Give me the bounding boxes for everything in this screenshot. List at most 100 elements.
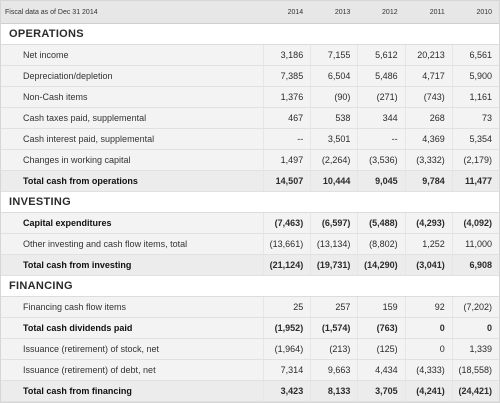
table-row: Changes in working capital 1,497 (2,264) (3…: [1, 150, 499, 171]
total-row: Total cash from financing 3,423 8,133 3,705…: [1, 381, 499, 402]
value-cell: 1,497: [263, 150, 310, 170]
value-cell: 92: [404, 297, 452, 317]
fiscal-date-label: Fiscal data as of Dec 31 2014: [5, 8, 98, 16]
value-cell: 14,507: [263, 171, 310, 191]
row-label: Net income: [23, 50, 69, 60]
value-cell: (271): [357, 87, 404, 107]
value-cell: 538: [310, 108, 357, 128]
row-label: Depreciation/depletion: [23, 71, 113, 81]
value-cell: (3,536): [357, 150, 404, 170]
table-row: Total cash dividends paid (1,952) (1,574)(…: [1, 318, 499, 339]
value-cell: 4,434: [357, 360, 404, 380]
value-cell: (90): [310, 87, 357, 107]
value-cell: (13,134): [310, 234, 357, 254]
value-cell: 8,133: [310, 381, 357, 401]
value-cell: (4,241): [404, 381, 452, 401]
value-cell: (763): [357, 318, 404, 338]
value-cell: 3,186: [263, 45, 310, 65]
value-cell: 9,784: [404, 171, 452, 191]
value-cell: 9,663: [310, 360, 357, 380]
value-cell: (2,179): [451, 150, 499, 170]
value-cell: 4,717: [404, 66, 452, 86]
value-cell: (1,574): [310, 318, 357, 338]
value-cell: 344: [357, 108, 404, 128]
value-cell: (4,092): [451, 213, 499, 233]
value-cell: 11,000: [451, 234, 499, 254]
value-cell: 1,376: [263, 87, 310, 107]
table-row: Cash taxes paid, supplemental 467 538 344 26…: [1, 108, 499, 129]
year-2011: 2011: [429, 8, 445, 16]
value-cell: 25: [263, 297, 310, 317]
value-cell: (24,421): [451, 381, 499, 401]
value-cell: (125): [357, 339, 404, 359]
row-label: Cash taxes paid, supplemental: [23, 113, 147, 123]
value-cell: 7,155: [310, 45, 357, 65]
value-cell: 7,385: [263, 66, 310, 86]
value-cell: --: [357, 129, 404, 149]
row-label: Total cash from financing: [23, 386, 132, 396]
value-cell: (213): [310, 339, 357, 359]
row-label: Total cash from operations: [23, 176, 138, 186]
value-cell: (21,124): [263, 255, 310, 275]
row-label: Issuance (retirement) of stock, net: [23, 344, 160, 354]
value-cell: 6,561: [451, 45, 499, 65]
row-label: Financing cash flow items: [23, 302, 127, 312]
value-cell: 5,612: [357, 45, 404, 65]
row-label: Changes in working capital: [23, 155, 131, 165]
year-2010: 2010: [476, 8, 493, 16]
value-cell: 3,705: [357, 381, 404, 401]
value-cell: 6,908: [451, 255, 499, 275]
value-cell: 9,045: [357, 171, 404, 191]
value-cell: 268: [404, 108, 452, 128]
table-header: Fiscal data as of Dec 31 2014 2014 2013 …: [1, 1, 499, 24]
row-label: Non-Cash items: [23, 92, 88, 102]
value-cell: (5,488): [357, 213, 404, 233]
value-cell: (4,293): [404, 213, 452, 233]
value-cell: 11,477: [451, 171, 499, 191]
value-cell: 1,339: [451, 339, 499, 359]
value-cell: 257: [310, 297, 357, 317]
table-row: Capital expenditures (7,463) (6,597) (5,488…: [1, 213, 499, 234]
value-cell: 3,501: [310, 129, 357, 149]
value-cell: (4,333): [404, 360, 452, 380]
value-cell: 0: [404, 339, 452, 359]
value-cell: (13,661): [263, 234, 310, 254]
value-cell: 20,213: [404, 45, 452, 65]
table-row: Net income 3,186 7,155 5,612 20,213 6,561: [1, 45, 499, 66]
year-2012: 2012: [382, 8, 398, 16]
table-row: Depreciation/depletion 7,385 6,504 5,486 4,7…: [1, 66, 499, 87]
row-label: Total cash from investing: [23, 260, 132, 270]
value-cell: (3,041): [404, 255, 452, 275]
value-cell: (8,802): [357, 234, 404, 254]
value-cell: 3,423: [263, 381, 310, 401]
value-cell: (7,202): [451, 297, 499, 317]
value-cell: (14,290): [357, 255, 404, 275]
value-cell: 1,161: [451, 87, 499, 107]
value-cell: 10,444: [310, 171, 357, 191]
section-title: OPERATIONS: [1, 24, 499, 45]
year-2014: 2014: [287, 8, 304, 16]
table-row: Issuance (retirement) of stock, net (1,96…: [1, 339, 499, 360]
value-cell: (3,332): [404, 150, 452, 170]
row-label: Capital expenditures: [23, 218, 112, 228]
table-body: OPERATIONS Net income 3,186 7,155 5,612 20,21…: [1, 24, 499, 402]
value-cell: 5,900: [451, 66, 499, 86]
value-cell: (743): [404, 87, 452, 107]
value-cell: (1,964): [263, 339, 310, 359]
total-row: Total cash from investing (21,124) (19,731…: [1, 255, 499, 276]
value-cell: (6,597): [310, 213, 357, 233]
value-cell: --: [263, 129, 310, 149]
value-cell: 0: [404, 318, 452, 338]
value-cell: (2,264): [310, 150, 357, 170]
value-cell: (1,952): [263, 318, 310, 338]
value-cell: 5,354: [451, 129, 499, 149]
value-cell: 0: [451, 318, 499, 338]
row-label: Other investing and cash flow items, tot…: [23, 239, 188, 249]
row-label: Cash interest paid, supplemental: [23, 134, 155, 144]
value-cell: (19,731): [310, 255, 357, 275]
table-row: Financing cash flow items 25 257 159 92 (7,20…: [1, 297, 499, 318]
table-row: Issuance (retirement) of debt, net 7,314 9…: [1, 360, 499, 381]
value-cell: 7,314: [263, 360, 310, 380]
table-row: Other investing and cash flow items, tot…: [1, 234, 499, 255]
